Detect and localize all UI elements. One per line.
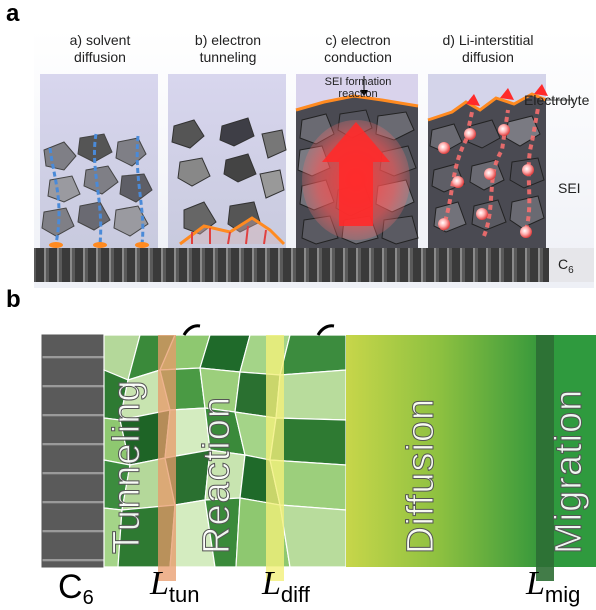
region-label-reaction: Reaction bbox=[196, 396, 239, 555]
thin-sei-line bbox=[179, 216, 286, 246]
electrolyte-label: Electrolyte bbox=[524, 92, 590, 108]
caption-li-interstitial-diffusion: d) Li-interstitial diffusion bbox=[442, 32, 534, 65]
c6-base-right bbox=[549, 248, 594, 282]
ltun-band bbox=[158, 335, 176, 581]
column-c-sei bbox=[295, 76, 419, 248]
c6-label-a: C6 bbox=[558, 256, 574, 276]
ldiff-label: Ldiff bbox=[262, 565, 310, 607]
panel-a: a) solvent diffusion b) electron tunneling… bbox=[34, 30, 594, 288]
tunneling-arrows bbox=[191, 225, 267, 245]
sei-label: SEI bbox=[558, 180, 581, 196]
panel-b-letter: b bbox=[6, 286, 21, 313]
sei-formation-reaction-label: SEI formation reaction bbox=[324, 76, 392, 100]
top-tick-right bbox=[316, 324, 335, 336]
c6-label-b: C6 bbox=[58, 568, 94, 609]
conduction-arrow bbox=[322, 122, 390, 226]
region-label-diffusion: Diffusion bbox=[400, 397, 443, 554]
lmig-band bbox=[536, 335, 554, 581]
c6-base bbox=[34, 248, 549, 282]
column-a-grains bbox=[41, 133, 153, 237]
ldiff-band bbox=[266, 335, 284, 581]
diffusion-region bbox=[346, 335, 536, 567]
reaction-spots bbox=[49, 242, 149, 248]
region-label-tunneling: Tunneling bbox=[106, 379, 149, 555]
c6-stack bbox=[41, 334, 105, 568]
mosaic-region bbox=[103, 334, 347, 568]
column-d-sei bbox=[427, 84, 548, 248]
panel-b-illustration bbox=[41, 324, 596, 581]
panel-a-illustration bbox=[34, 30, 594, 288]
column-b-grains bbox=[171, 117, 287, 235]
lmig-label: Lmig bbox=[526, 565, 581, 607]
li-ions bbox=[438, 124, 534, 238]
caption-electron-conduction: c) electron conduction bbox=[324, 32, 392, 65]
caption-solvent-diffusion: a) solvent diffusion bbox=[69, 32, 131, 65]
region-label-migration: Migration bbox=[548, 388, 591, 554]
ltun-label: Ltun bbox=[150, 565, 200, 607]
caption-electron-tunneling: b) electron tunneling bbox=[194, 32, 262, 65]
panel-a-letter: a bbox=[6, 0, 20, 27]
top-tick-left bbox=[182, 324, 201, 336]
solvent-paths bbox=[48, 133, 145, 245]
panel-b: Tunneling Reaction Diffusion Migration C… bbox=[0, 300, 596, 609]
